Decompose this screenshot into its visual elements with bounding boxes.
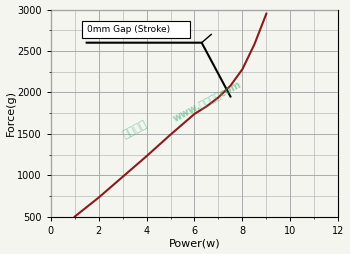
Text: 深圳亚欣: 深圳亚欣 [120, 119, 149, 140]
Text: 0mm Gap (Stroke): 0mm Gap (Stroke) [87, 25, 170, 34]
Text: www.螺线管．com: www.螺线管．com [170, 78, 242, 123]
Bar [82, 21, 190, 38]
X-axis label: Power(w): Power(w) [169, 239, 220, 248]
Y-axis label: Force(g): Force(g) [6, 90, 15, 136]
